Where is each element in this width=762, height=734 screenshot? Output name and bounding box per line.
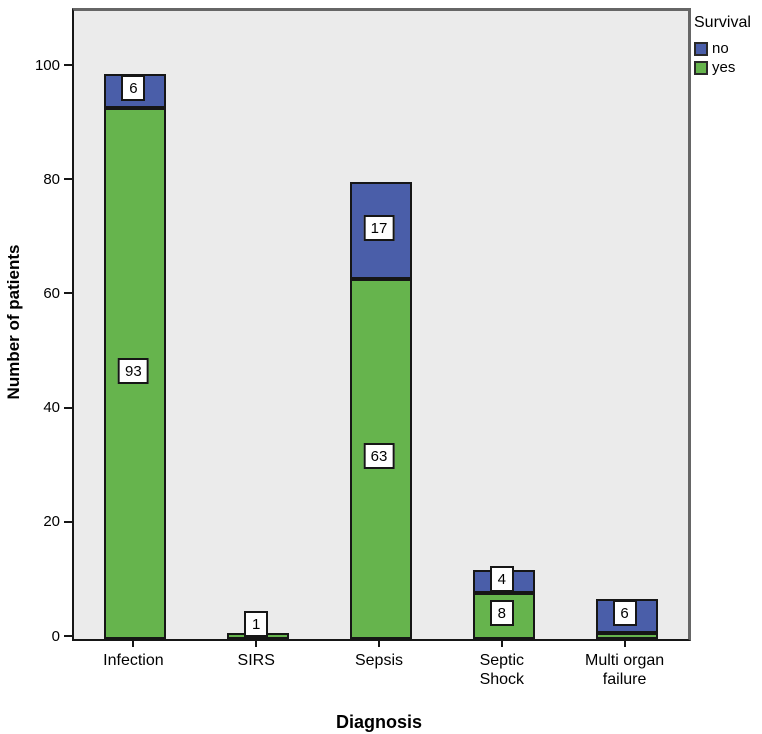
y-tick-mark xyxy=(64,64,72,67)
value-label: 17 xyxy=(363,214,395,241)
x-category-label: SIRS xyxy=(237,652,275,669)
x-category-label: Multi organ failure xyxy=(585,652,665,688)
value-label: 93 xyxy=(118,357,149,384)
legend-item-no: no xyxy=(694,41,762,57)
y-tick-label: 0 xyxy=(51,627,60,645)
y-tick-label: 60 xyxy=(43,284,60,302)
y-tick-mark xyxy=(64,178,72,181)
legend-title: Survival xyxy=(694,14,751,31)
x-category-label: Septic Shock xyxy=(479,652,525,688)
x-category-label: Infection xyxy=(103,652,164,669)
y-tick-mark xyxy=(64,406,72,409)
x-tick-mark xyxy=(623,638,626,647)
bar-segment-yes xyxy=(595,633,658,639)
legend: Survival no yes xyxy=(694,14,762,79)
y-tick-label: 40 xyxy=(43,399,60,417)
x-tick-mark xyxy=(132,638,135,647)
value-label: 1 xyxy=(244,611,269,638)
x-category-label: Sepsis xyxy=(354,652,404,669)
x-axis-title: Diagnosis xyxy=(335,712,423,732)
legend-swatch-icon xyxy=(694,42,708,56)
x-tick-mark xyxy=(255,638,258,647)
y-tick-label: 20 xyxy=(43,513,60,531)
value-label: 63 xyxy=(363,443,395,470)
x-tick-mark xyxy=(378,638,380,647)
legend-label: no xyxy=(712,40,729,57)
y-tick-label: 80 xyxy=(43,170,60,188)
legend-label: yes xyxy=(712,59,736,76)
value-label: 4 xyxy=(489,565,514,592)
value-label: 6 xyxy=(612,600,637,627)
x-tick-mark xyxy=(500,638,503,647)
y-tick-mark xyxy=(64,292,72,295)
y-tick-mark xyxy=(64,635,72,637)
value-label: 8 xyxy=(489,600,514,627)
plot-area xyxy=(72,8,691,641)
legend-items: no yes xyxy=(694,41,762,76)
y-tick-label: 100 xyxy=(34,56,60,74)
y-axis-title: Number of patients xyxy=(4,244,23,400)
legend-swatch-icon xyxy=(694,61,708,75)
value-label: 6 xyxy=(121,74,146,101)
legend-item-yes: yes xyxy=(694,60,762,76)
y-tick-mark xyxy=(64,520,72,523)
